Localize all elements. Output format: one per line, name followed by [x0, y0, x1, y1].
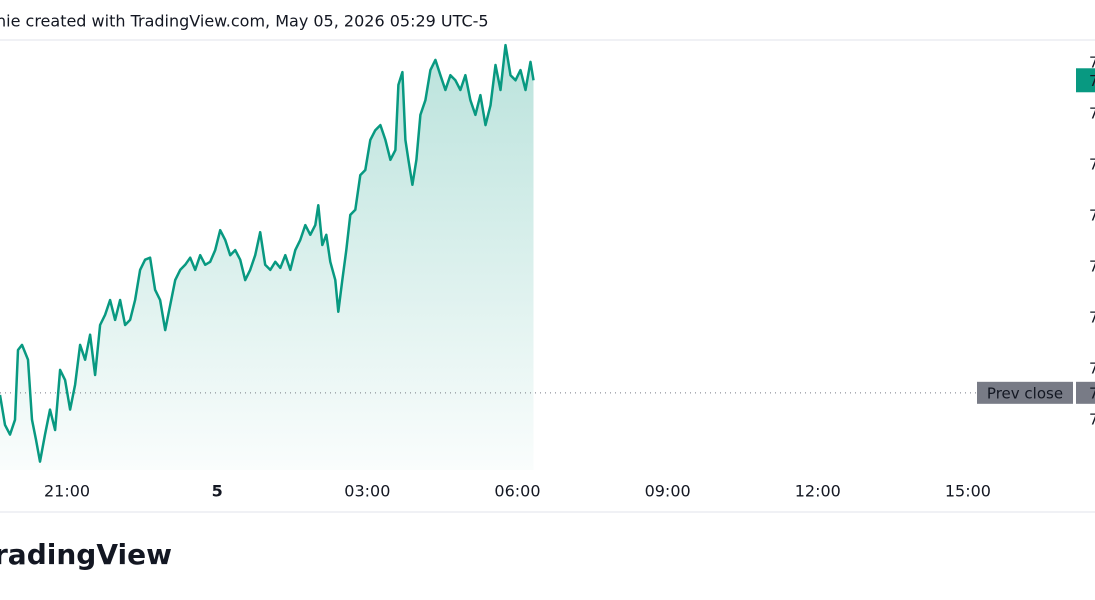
prev-close-text: Prev close	[987, 384, 1063, 402]
x-tick-label: 09:00	[645, 482, 691, 501]
prev-close-badge	[1076, 381, 1095, 404]
last-price-badge	[1076, 68, 1095, 93]
price-line	[0, 43, 535, 463]
y-tick-label: 7	[1089, 206, 1095, 224]
area-fill	[0, 45, 534, 470]
y-tick-label: 7	[1089, 104, 1095, 122]
x-tick-label: 12:00	[795, 482, 841, 501]
y-tick-label: 7	[1089, 257, 1095, 275]
header: nie created with TradingView.com, May 05…	[0, 12, 489, 31]
x-tick-label: 06:00	[494, 482, 540, 501]
y-tick-label: 7	[1089, 359, 1095, 377]
x-tick-label: 5	[212, 482, 223, 501]
prev-close-label: 7	[1089, 384, 1095, 402]
y-tick-label: 7	[1089, 410, 1095, 428]
x-tick-label: 15:00	[945, 482, 991, 501]
logo: radingView	[0, 538, 172, 571]
prev-close-box	[977, 381, 1073, 404]
x-tick-label: 21:00	[44, 482, 90, 501]
y-tick-label: 7	[1089, 308, 1095, 326]
last-price-label: 7	[1089, 72, 1095, 90]
y-tick-label: 7	[1089, 155, 1095, 173]
x-tick-label: 03:00	[344, 482, 390, 501]
y-tick-label: 7	[1089, 53, 1095, 71]
